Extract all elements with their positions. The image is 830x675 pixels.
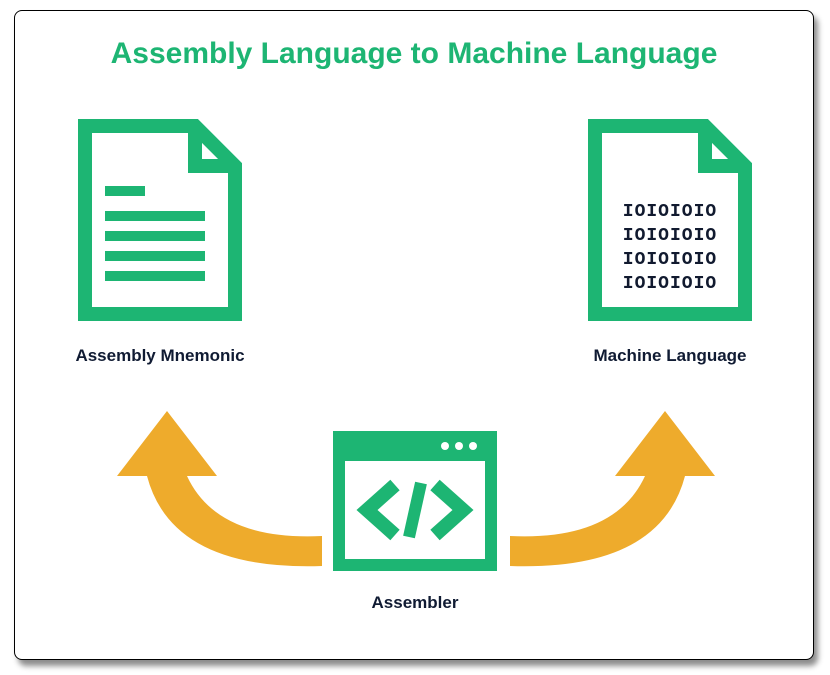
document-binary-icon: IOIOIOIO IOIOIOIO IOIOIOIO IOIOIOIO — [585, 116, 755, 324]
code-window-icon — [333, 431, 497, 571]
binary-line-3: IOIOIOIO — [623, 274, 717, 294]
curved-arrow-right-icon — [505, 406, 715, 586]
diagram-frame: Assembly Language to Machine Language As… — [14, 10, 814, 660]
assembly-mnemonic-label: Assembly Mnemonic — [55, 346, 265, 366]
binary-line-0: IOIOIOIO — [623, 202, 717, 222]
assembler-label: Assembler — [333, 593, 497, 613]
machine-language-label: Machine Language — [565, 346, 775, 366]
curved-arrow-left-icon — [117, 406, 327, 586]
binary-line-2: IOIOIOIO — [623, 250, 717, 270]
document-lines-icon — [75, 116, 245, 324]
diagram-title: Assembly Language to Machine Language — [15, 37, 813, 71]
binary-line-1: IOIOIOIO — [623, 226, 717, 246]
